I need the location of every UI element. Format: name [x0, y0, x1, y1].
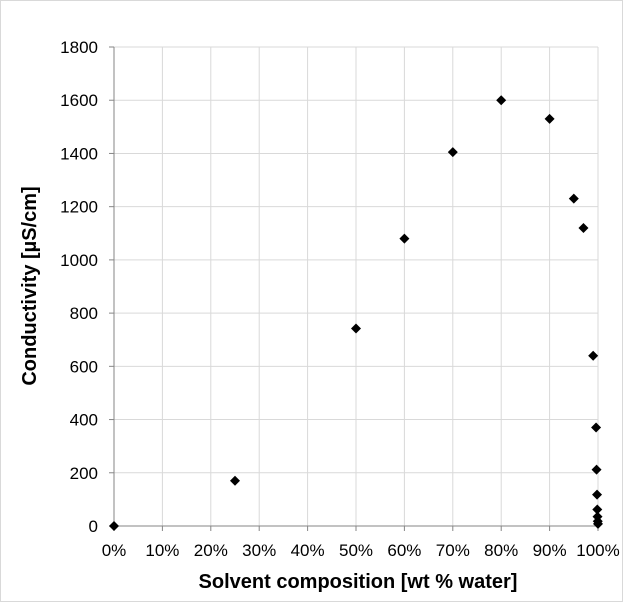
x-tick-label: 100%: [576, 541, 619, 560]
y-tick-label: 1600: [60, 91, 98, 110]
y-tick-label: 0: [89, 517, 98, 536]
x-tick-label: 40%: [291, 541, 325, 560]
y-tick-label: 1400: [60, 144, 98, 163]
data-point: [588, 350, 599, 361]
data-point: [591, 464, 602, 475]
y-tick-label: 400: [70, 411, 98, 430]
x-tick-label: 90%: [533, 541, 567, 560]
data-point: [447, 147, 458, 158]
data-point: [568, 193, 579, 204]
data-point: [592, 504, 603, 515]
y-tick-label: 1000: [60, 251, 98, 270]
data-point: [496, 95, 507, 106]
grid-lines: [114, 46, 599, 526]
data-point: [578, 222, 589, 233]
y-axis-title: Conductivity [µS/cm]: [19, 186, 41, 385]
axis-lines: [109, 46, 599, 531]
x-tick-label: 70%: [436, 541, 470, 560]
x-axis-title: Solvent composition [wt % water]: [199, 571, 518, 593]
x-tick-label: 10%: [145, 541, 179, 560]
x-tick-label: 30%: [242, 541, 276, 560]
data-point: [591, 422, 602, 433]
x-tick-label: 20%: [194, 541, 228, 560]
data-point: [399, 233, 410, 244]
y-tick-label: 600: [70, 357, 98, 376]
y-tick-label: 800: [70, 304, 98, 323]
y-tick-labels: 0 200 400 600 800 1000 1200 1400 1600 1800: [60, 38, 98, 536]
data-point: [109, 521, 119, 531]
x-tick-label: 0%: [102, 541, 127, 560]
data-point: [230, 475, 240, 486]
data-point: [351, 323, 361, 334]
data-point: [544, 113, 555, 124]
data-point: [593, 518, 603, 529]
x-tick-label: 60%: [387, 541, 421, 560]
x-tick-label: 50%: [339, 541, 373, 560]
data-point: [592, 489, 603, 500]
x-tick-label: 80%: [484, 541, 518, 560]
y-tick-label: 1200: [60, 198, 98, 217]
x-tick-labels: 0% 10% 20% 30% 40% 50% 60% 70% 80% 90% 100%: [102, 541, 620, 560]
data-points: [109, 95, 603, 531]
y-tick-label: 200: [70, 464, 98, 483]
y-tick-label: 1800: [60, 38, 98, 57]
